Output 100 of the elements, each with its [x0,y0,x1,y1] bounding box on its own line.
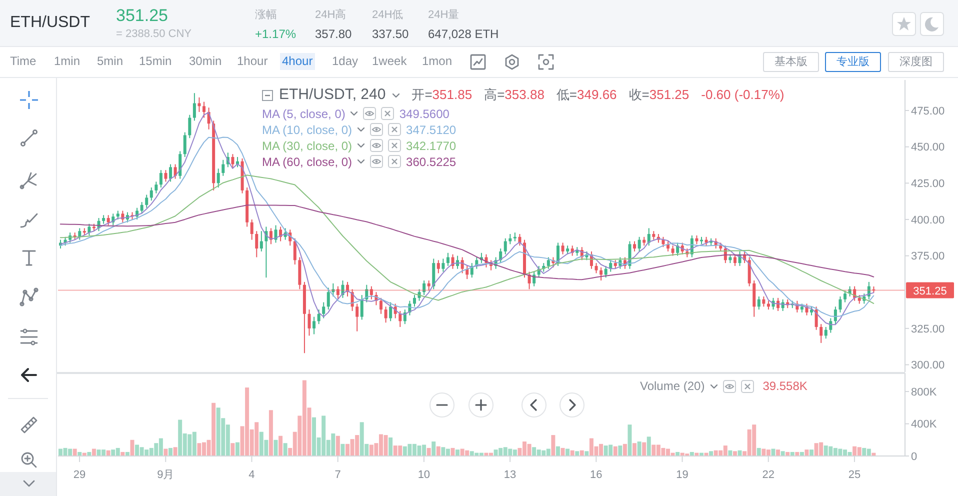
text: 24H量 [428,8,460,23]
candlestick [504,238,507,255]
text: 351.25 [116,5,168,26]
bar [278,436,283,456]
text: ETH/USDT [10,13,90,32]
bar [336,436,340,456]
bar [566,448,570,456]
y-tick-label: 375.00 [911,250,945,263]
y-tick-label: 300.00 [911,360,945,372]
text: 15min [138,53,173,70]
annotation: 低=349.66 [556,87,617,102]
text: Time [9,53,38,70]
candlestick [561,242,564,255]
annotation: 收=351.25 [628,87,690,102]
candlestick [178,150,182,180]
candlestick [384,306,388,324]
annotation: -0.60 (-0.17%) [701,87,784,102]
bar [551,435,556,456]
candlestick [604,265,608,278]
text: 基本版 [763,52,819,72]
text: 1mon [421,53,454,70]
y-tick-label: 0 [911,450,918,463]
text: 337.50 [372,26,409,42]
candlestick [389,302,392,322]
text: 1day [331,53,360,70]
candlestick [460,256,464,274]
text: 357.80 [315,26,352,42]
candlestick [317,309,320,325]
candlestick [260,230,263,252]
candlestick [169,164,172,182]
text: 24H低 [372,8,404,23]
candlestick [250,218,254,240]
candlestick [88,223,91,236]
candlestick [159,170,162,188]
candlestick [762,296,766,308]
x-tick-label: 4 [248,468,255,481]
annotation: 349.5600 [399,106,450,120]
candlestick [748,256,751,287]
bar [618,446,622,456]
y-tick-label: 400K [911,418,938,431]
bar [632,443,637,456]
x-tick-label: 29 [73,468,86,481]
y-tick-label: 400.00 [911,214,945,226]
candlestick [164,170,168,182]
bar [274,440,278,456]
candlestick [532,271,536,287]
bar [804,450,809,456]
candlestick [106,214,110,226]
y-tick-label: 450.00 [911,142,945,154]
candlestick [633,240,636,252]
bar [235,442,240,456]
candlestick [370,286,373,300]
bar [613,446,618,456]
bar [283,443,288,456]
candlestick [312,316,316,335]
candlestick [446,252,450,266]
candlestick [436,260,440,274]
bar [456,450,460,456]
candlestick [78,228,82,240]
candlestick [814,306,818,330]
line-series [60,174,874,304]
candlestick [829,318,832,334]
x-tick-label: 9月 [157,468,174,481]
annotation: 347.5120 [406,122,456,136]
candlestick [326,287,330,310]
bar [709,451,714,456]
candlestick [638,236,641,252]
candlestick [752,280,756,318]
candlestick [365,284,368,303]
candlestick [600,266,603,281]
candlestick [844,290,847,303]
x-tick-label: 10 [418,468,430,481]
text: 专业版 [825,52,881,72]
bar [622,444,627,456]
candlestick [308,309,311,336]
candlestick [820,324,823,344]
candlestick [269,228,272,245]
text: 4hour [280,53,315,70]
candlestick [140,202,144,214]
bar [426,448,431,456]
bar [628,424,632,456]
bar [168,448,172,456]
text: 1week [371,53,408,70]
candlestick [274,224,278,244]
text: Volume (20) [640,379,705,393]
ref-line-label: 351.25 [913,285,947,298]
text: 深度图 [888,52,944,72]
bar [230,443,235,456]
text: 涨幅 [255,8,277,23]
bar [810,450,814,456]
bar [388,437,393,456]
bar [92,448,96,456]
bar [432,441,436,456]
bar [637,441,642,456]
text: MA (5, close, 0) [262,106,346,120]
text: 647,028 ETH [428,26,499,42]
bar [560,448,565,456]
y-tick-label: 475.00 [911,105,945,118]
bar [340,444,345,456]
text: 30min [188,53,223,70]
